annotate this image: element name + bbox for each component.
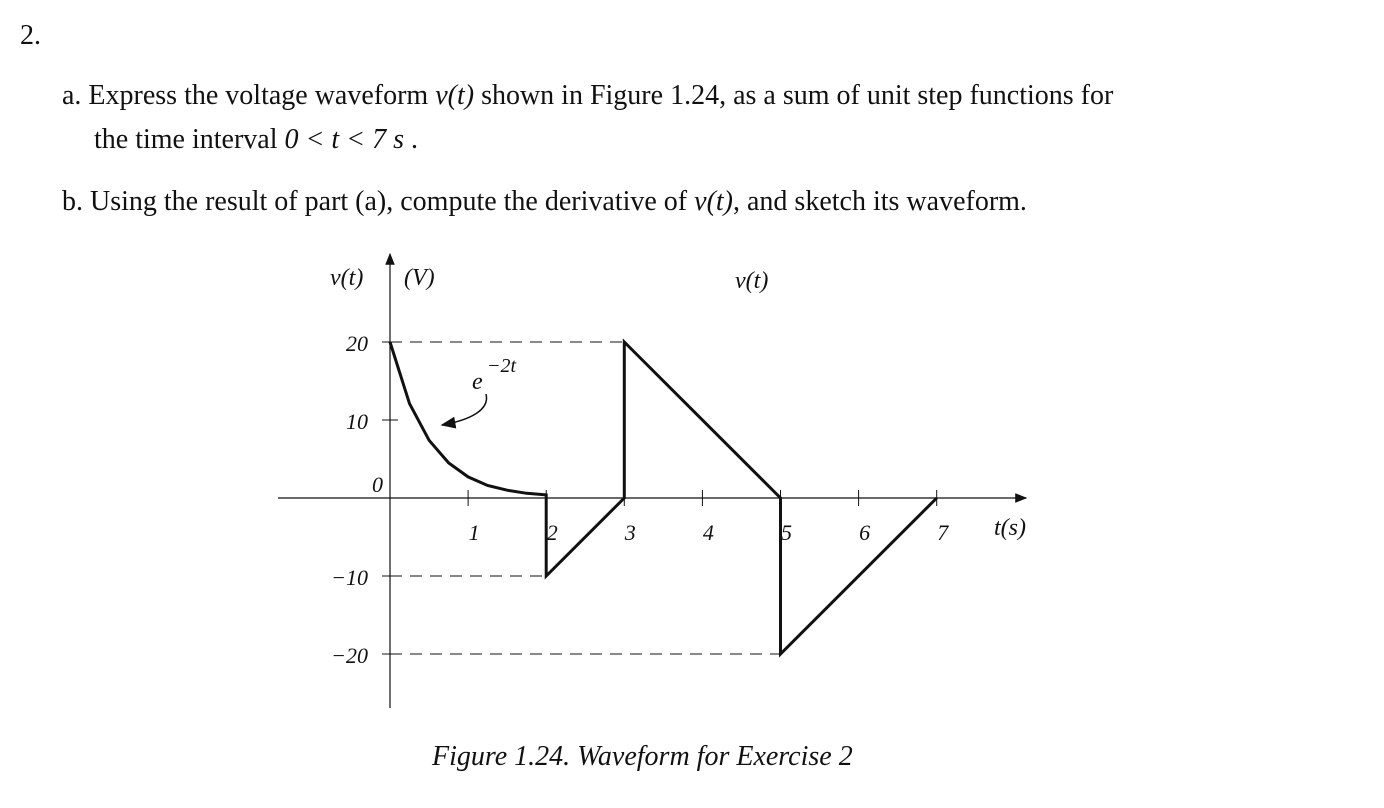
text: shown in Figure 1.24, as a sum of unit s… bbox=[474, 80, 1114, 111]
x-tick-label: 5 bbox=[781, 520, 792, 545]
text: a. Express the voltage waveform bbox=[62, 80, 436, 111]
x-tick-label: 4 bbox=[703, 520, 714, 545]
part-b-line: b. Using the result of part (a), compute… bbox=[62, 186, 1027, 218]
annotation: e bbox=[472, 369, 483, 395]
annotation-exponent: −2t bbox=[487, 355, 516, 377]
x-label: t(s) bbox=[994, 515, 1026, 541]
x-tick-label: 2 bbox=[547, 520, 558, 545]
annotation-arrow bbox=[440, 393, 488, 429]
text: . bbox=[403, 124, 418, 155]
y-tick-label: 20 bbox=[346, 331, 368, 356]
curve-label: v(t) bbox=[735, 268, 768, 294]
problem-number: 2. bbox=[20, 20, 41, 51]
x-tick-label: 7 bbox=[937, 520, 949, 545]
math: 0 < t < 7 s bbox=[284, 124, 404, 155]
math: v(t) bbox=[435, 80, 475, 111]
x-tick-label: 6 bbox=[859, 520, 870, 545]
x-tick-label: 1 bbox=[469, 520, 480, 545]
math: v(t) bbox=[694, 186, 733, 217]
part-a-line: a. Express the voltage waveform v(t) sho… bbox=[62, 80, 1113, 112]
waveform bbox=[388, 338, 938, 658]
part-a-line: the time interval 0 < t < 7 s . bbox=[94, 124, 418, 156]
y-tick-label: 0 bbox=[372, 472, 383, 497]
y-label: v(t) bbox=[330, 265, 363, 291]
text: b. Using the result of part (a), compute… bbox=[62, 186, 695, 217]
text: , and sketch its waveform. bbox=[733, 186, 1027, 217]
text: the time interval bbox=[94, 124, 285, 155]
x-tick-label: 3 bbox=[624, 520, 636, 545]
y-tick-label: −20 bbox=[331, 643, 368, 668]
caption: Figure 1.24. Waveform for Exercise 2 bbox=[431, 741, 853, 772]
y-tick-label: −10 bbox=[331, 565, 368, 590]
y-unit: (V) bbox=[404, 265, 435, 291]
y-tick-label: 10 bbox=[346, 409, 368, 434]
